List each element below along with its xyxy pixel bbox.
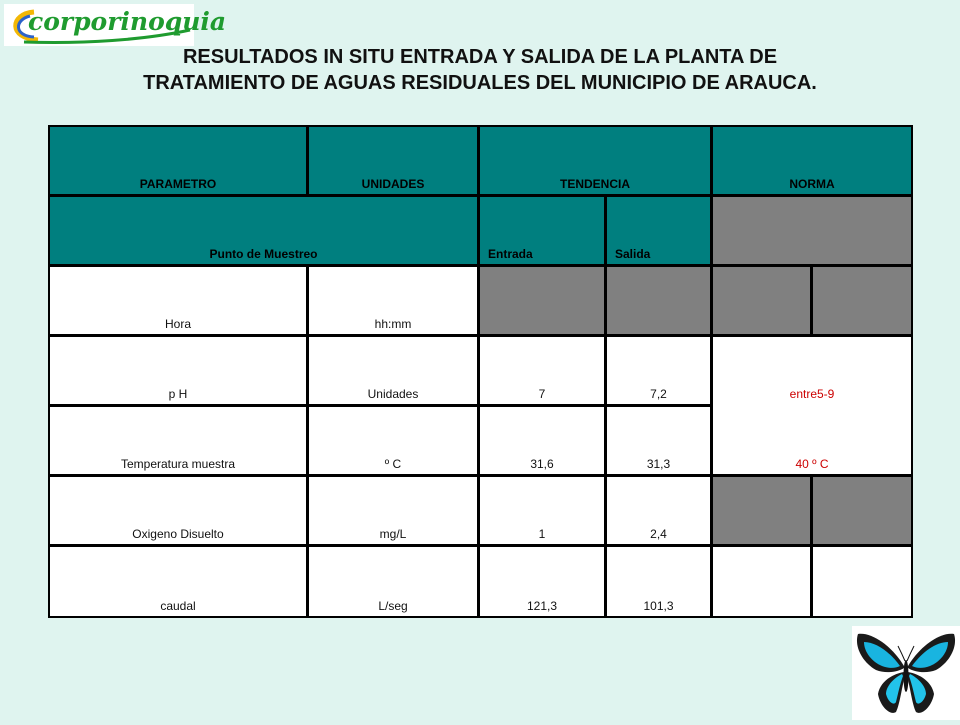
header-norma: NORMA	[713, 127, 911, 194]
header-unidades: UNIDADES	[309, 127, 477, 194]
butterfly-image	[852, 626, 960, 720]
logo-text: corporinoquia	[28, 7, 227, 36]
row-hora-norma-a	[713, 267, 810, 334]
row-ph-parametro: p H	[50, 337, 306, 404]
row-caudal-entrada: 121,3	[480, 547, 604, 616]
row-oxigeno-salida: 2,4	[607, 477, 710, 544]
row-ph-salida: 7,2	[607, 337, 710, 404]
row-caudal-salida: 101,3	[607, 547, 710, 616]
results-table: PARAMETRO UNIDADES TENDENCIA NORMA Punto…	[48, 125, 913, 618]
norma-ph-temperatura: entre5-9 40 º C	[713, 337, 911, 474]
row-temperatura-unidades: º C	[309, 407, 477, 474]
row-temperatura-entrada: 31,6	[480, 407, 604, 474]
corporinoquia-logo: corporinoquia	[4, 4, 226, 46]
row-temperatura-parametro: Temperatura muestra	[50, 407, 306, 474]
row-ph-unidades: Unidades	[309, 337, 477, 404]
norma-temperatura: 40 º C	[795, 457, 829, 471]
row-oxigeno-unidades: mg/L	[309, 477, 477, 544]
subheader-norma-blank	[713, 197, 911, 264]
norma-ph: entre5-9	[789, 387, 835, 401]
row-caudal-parametro: caudal	[50, 547, 306, 616]
row-oxigeno-norma-a	[713, 477, 810, 544]
title-line-1: RESULTADOS IN SITU ENTRADA Y SALIDA DE L…	[182, 46, 778, 68]
row-hora-parametro: Hora	[50, 267, 306, 334]
row-oxigeno-norma-b	[813, 477, 911, 544]
butterfly-icon	[856, 633, 956, 713]
row-hora-unidades: hh:mm	[309, 267, 477, 334]
row-caudal-norma-b	[813, 547, 911, 616]
subheader-salida: Salida	[607, 197, 710, 264]
subheader-entrada: Entrada	[480, 197, 604, 264]
page-title: RESULTADOS IN SITU ENTRADA Y SALIDA DE L…	[20, 44, 940, 96]
header-parametro: PARAMETRO	[50, 127, 306, 194]
row-hora-norma-b	[813, 267, 911, 334]
row-temperatura-salida: 31,3	[607, 407, 710, 474]
subheader-punto-de-muestreo: Punto de Muestreo	[50, 197, 477, 264]
row-caudal-unidades: L/seg	[309, 547, 477, 616]
row-caudal-norma-a	[713, 547, 810, 616]
logo-swoosh-icon	[13, 9, 191, 44]
title-line-2: TRATAMIENTO DE AGUAS RESIDUALES DEL MUNI…	[143, 72, 817, 94]
row-oxigeno-parametro: Oxigeno Disuelto	[50, 477, 306, 544]
row-hora-entrada	[480, 267, 604, 334]
row-oxigeno-entrada: 1	[480, 477, 604, 544]
row-hora-salida	[607, 267, 710, 334]
header-tendencia: TENDENCIA	[480, 127, 710, 194]
row-ph-entrada: 7	[480, 337, 604, 404]
